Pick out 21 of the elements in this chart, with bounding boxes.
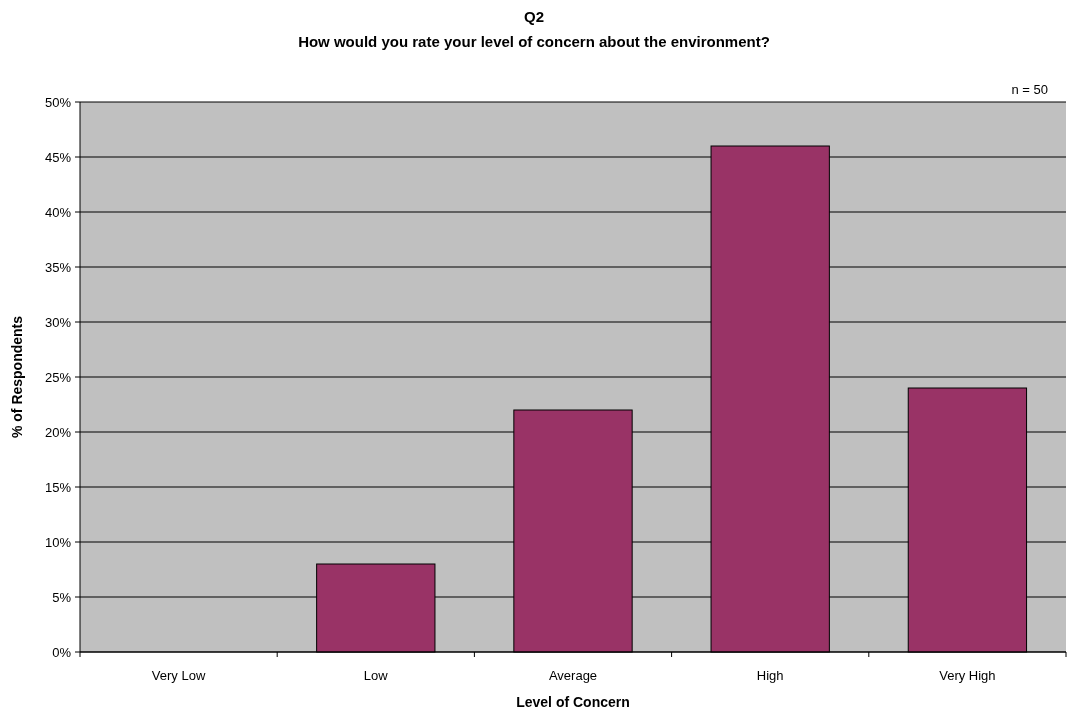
y-tick-label: 15% <box>44 479 72 495</box>
text: n = 50 <box>1011 82 1048 97</box>
y-tick-label: 5% <box>52 589 72 605</box>
y-tick-label: 35% <box>44 259 72 275</box>
x-tick-label: Very High <box>939 668 996 683</box>
y-tick-label: 45% <box>44 149 72 165</box>
x-tick-label: High <box>756 668 784 683</box>
y-tick-label: 30% <box>44 314 72 330</box>
y-tick-label: 0% <box>52 644 72 660</box>
x-tick-label: Average <box>548 668 598 683</box>
chart-title: Q2 <box>523 8 545 25</box>
y-tick-label: 25% <box>44 369 72 385</box>
y-tick-label: 20% <box>44 424 72 440</box>
chart-subtitle: How would you rate your level of concern about the environment? <box>298 33 770 50</box>
y-tick-label: 10% <box>44 534 72 550</box>
x-axis-title: Level of Concern <box>516 694 630 710</box>
x-tick-label: Very Low <box>151 668 206 683</box>
y-axis-title: % of Respondents <box>9 315 25 439</box>
y-tick-label: 40% <box>44 204 72 220</box>
x-tick-label: Low <box>363 668 389 683</box>
y-tick-label: 50% <box>44 94 72 110</box>
